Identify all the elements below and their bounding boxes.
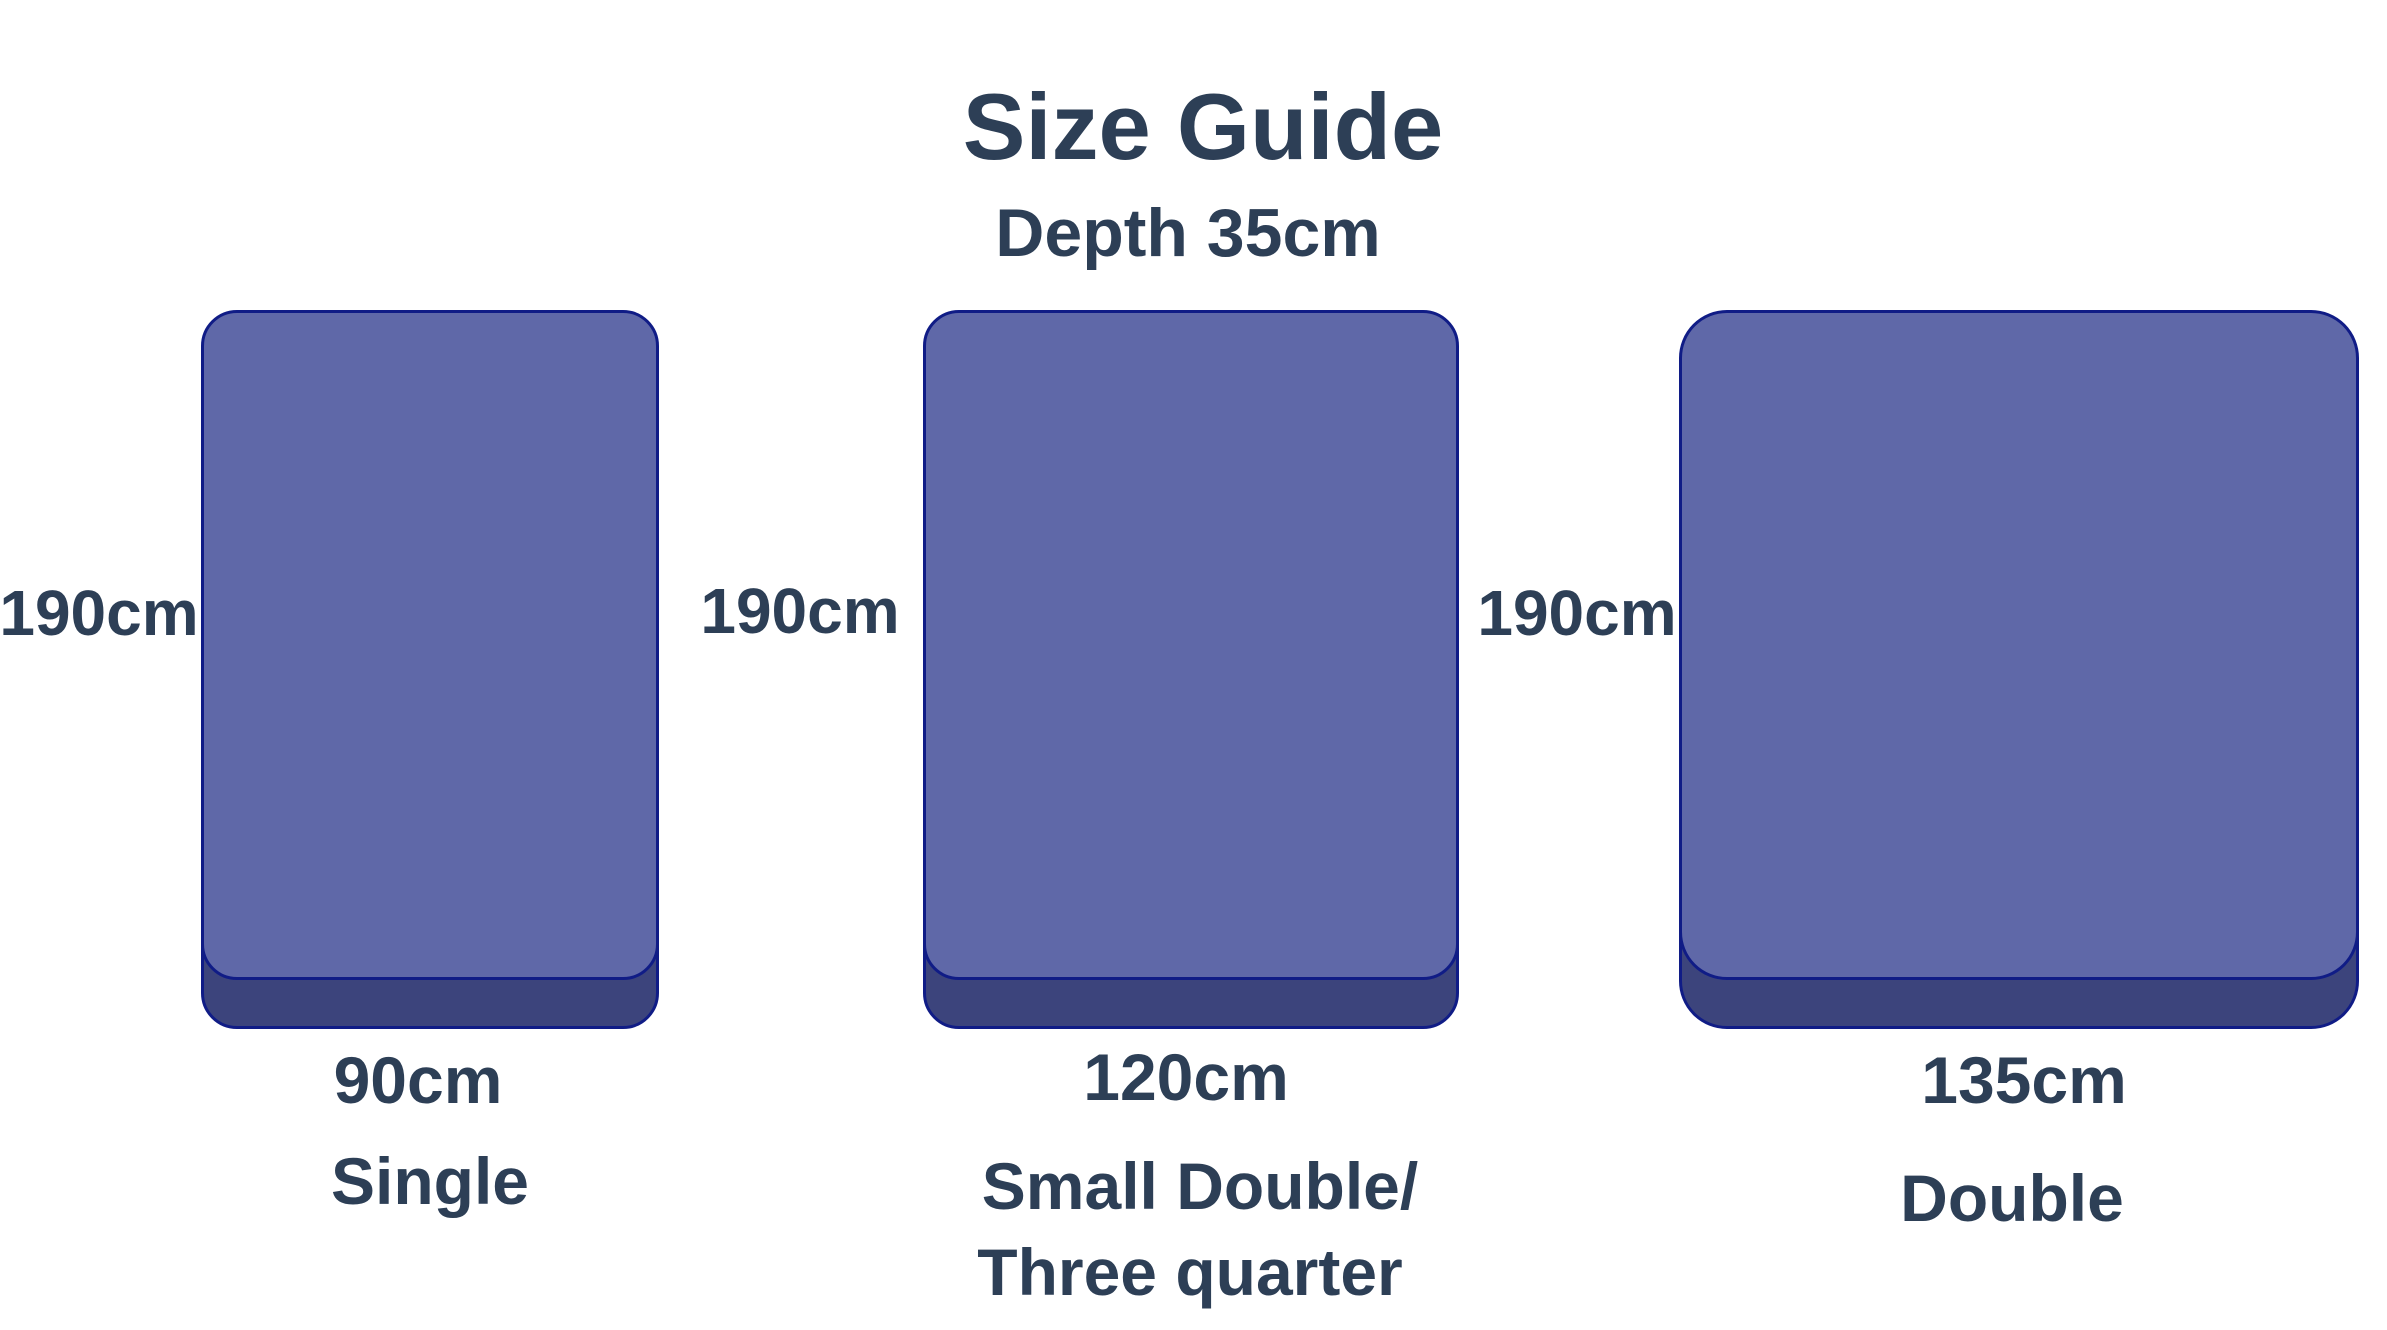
size-name-line2: Three quarter [977,1235,1403,1309]
mattress-top [1679,310,2359,980]
mattress-double [1679,310,2359,1029]
mattress-single [201,310,659,1029]
page-title: Size Guide [962,74,1444,179]
size-name: Small Double/ [981,1149,1419,1223]
mattress-top [923,310,1459,980]
length-label: 190cm [0,577,199,649]
mattress-small-double [923,310,1459,1029]
width-label: 135cm [1921,1043,2127,1117]
mattress-top [201,310,659,980]
length-label: 190cm [700,575,900,647]
width-label: 120cm [1083,1040,1289,1114]
length-label: 190cm [1477,577,1677,649]
depth-label: Depth 35cm [995,195,1381,271]
size-name: Double [1900,1161,2124,1235]
width-label: 90cm [333,1043,503,1117]
size-name: Single [330,1144,530,1218]
